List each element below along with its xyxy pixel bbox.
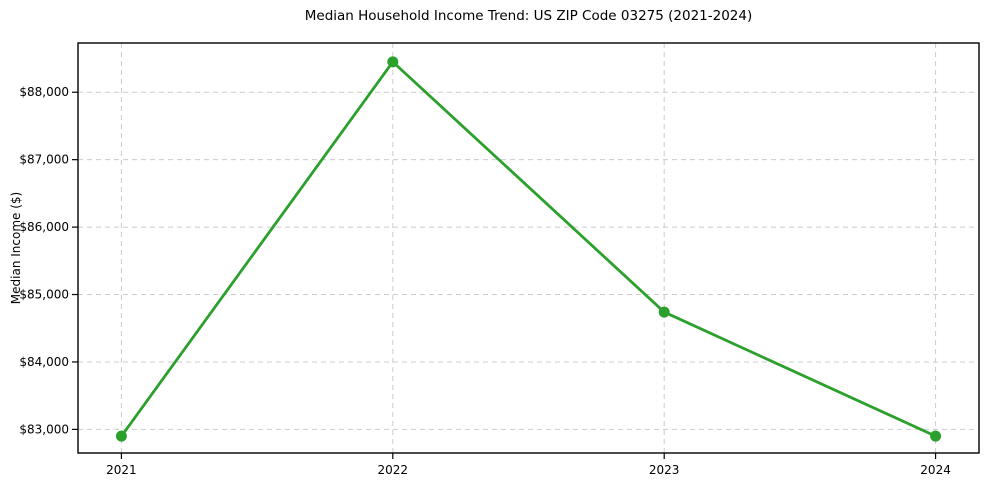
- income-trend-line: [120, 60, 937, 438]
- y-tick-label: $83,000: [19, 422, 69, 436]
- y-tick-label: $87,000: [19, 153, 69, 167]
- data-point-2021: [115, 430, 127, 442]
- x-tick-label: 2022: [378, 463, 409, 477]
- y-tick-label: $85,000: [19, 288, 69, 302]
- chart-title: Median Household Income Trend: US ZIP Co…: [304, 8, 753, 24]
- y-tick-label: $88,000: [19, 85, 69, 99]
- x-tick-label: 2021: [106, 463, 137, 477]
- plot-border: [77, 42, 980, 454]
- data-point-2023: [658, 306, 670, 318]
- x-tick-label: 2023: [649, 463, 680, 477]
- data-point-2022: [387, 56, 399, 68]
- y-tick-label: $86,000: [19, 220, 69, 234]
- data-point-2024: [930, 430, 942, 442]
- x-tick-label: 2024: [920, 463, 951, 477]
- y-tick-label: $84,000: [19, 355, 69, 369]
